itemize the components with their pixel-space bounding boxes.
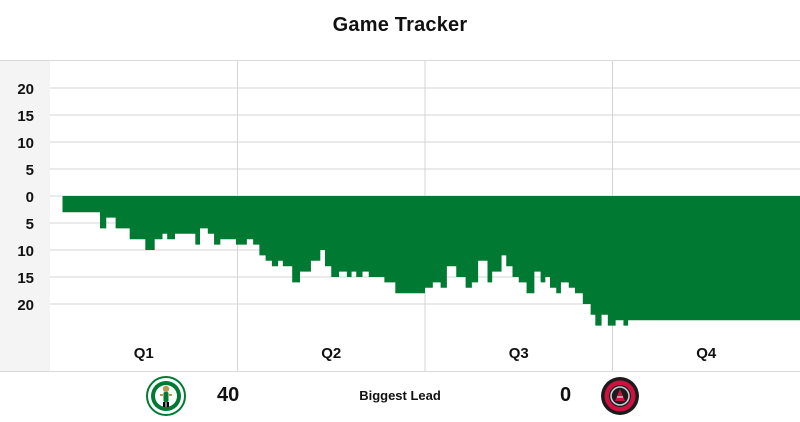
y-axis-panel (0, 61, 50, 371)
y-tick-label: 5 (26, 162, 34, 179)
y-tick-label: 5 (26, 216, 34, 233)
score-margin-area (62, 196, 800, 326)
y-tick-label: 10 (17, 243, 34, 260)
celtics-logo-icon (146, 376, 186, 416)
quarter-label: Q2 (321, 345, 341, 362)
quarter-label: Q4 (696, 345, 717, 362)
y-tick-label: 0 (26, 189, 34, 206)
biggest-lead-label: Biggest Lead (359, 388, 441, 403)
away-biggest-lead: 0 (560, 384, 572, 406)
title-divider (0, 60, 800, 61)
raptors-logo-icon (601, 377, 639, 415)
quarter-label: Q3 (509, 345, 529, 362)
biggest-lead-footer: 40 Biggest Lead 0 (0, 372, 800, 422)
y-tick-label: 15 (17, 108, 34, 125)
footer-divider (0, 371, 800, 372)
quarter-label: Q1 (134, 345, 154, 362)
chart-title: Game Tracker (332, 14, 468, 36)
y-tick-label: 15 (17, 270, 34, 287)
y-tick-label: 10 (17, 135, 34, 152)
y-tick-label: 20 (17, 297, 34, 314)
home-biggest-lead: 40 (217, 384, 240, 406)
score-margin-chart: 20 15 10 5 0 5 10 15 20 Q1 Q2 Q3 Q4 (17, 61, 800, 371)
y-tick-label: 20 (17, 81, 34, 98)
